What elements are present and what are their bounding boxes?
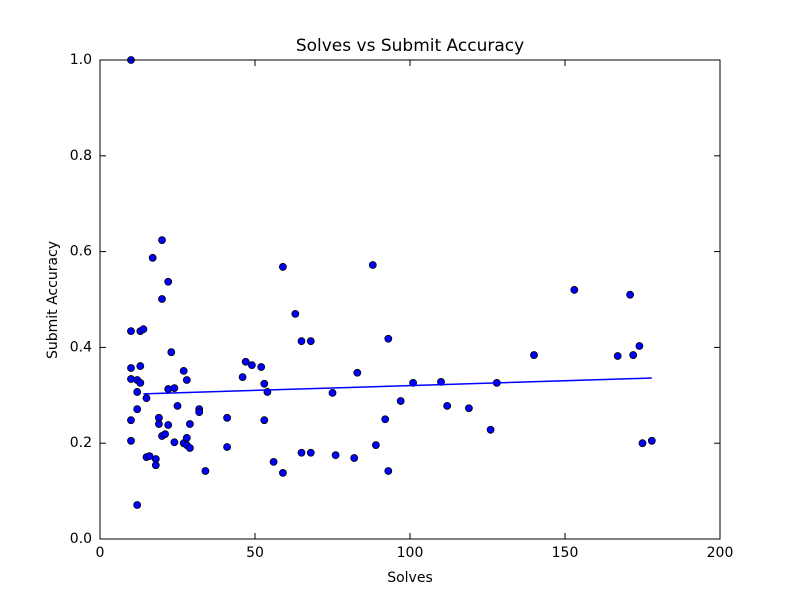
point [161,430,170,438]
point [371,441,380,450]
x-tick-label: 0 [96,545,105,561]
x-tick-label: 100 [397,545,424,561]
point [142,394,151,403]
point [167,348,176,357]
point [238,373,247,381]
y-tick-label: 0.4 [70,339,92,355]
x-tick-label: 150 [552,545,579,561]
point [148,253,157,262]
point [409,378,418,387]
point [179,366,188,375]
point [247,361,256,370]
point [437,377,445,386]
point [151,461,160,470]
point [613,352,622,360]
point [139,325,148,334]
point [269,457,278,466]
y-tick-label: 0.2 [70,435,92,451]
point [127,416,135,425]
point [154,420,163,428]
x-tick-label: 200 [707,545,734,561]
point [170,438,179,447]
point [368,261,377,269]
point [223,413,232,422]
point [182,434,191,442]
point [127,364,135,372]
x-tick-label: 50 [246,545,264,561]
point [638,439,647,448]
point [133,405,142,414]
point [145,452,154,461]
point [133,388,142,396]
point [164,421,173,429]
point [170,384,179,393]
point [626,290,634,299]
point [278,468,287,477]
point [260,416,269,425]
point [127,436,135,445]
point [136,362,145,370]
point [241,357,250,366]
point [291,309,300,318]
point [195,408,204,416]
y-tick-label: 0.6 [70,244,92,260]
point [464,404,473,413]
point [164,277,173,286]
point [158,295,166,303]
point [182,376,191,384]
point [381,415,390,424]
point [396,397,405,405]
point [306,337,315,346]
point [486,425,495,434]
point [278,263,287,271]
y-tick-label: 0.0 [70,531,92,547]
plot-frame [99,59,721,540]
point [443,401,452,410]
point [201,467,210,475]
point [136,378,145,387]
y-tick-label: 1.0 [70,52,92,68]
point [530,351,538,359]
point [297,337,306,346]
point [635,342,644,350]
point [328,389,337,397]
chart-title: Solves vs Submit Accuracy [296,36,524,56]
point [173,401,182,410]
point [384,334,393,343]
point [331,451,340,460]
point [384,467,393,475]
point [223,443,232,451]
point [133,501,142,509]
point [647,436,656,445]
point [158,236,166,245]
x-axis-label: Solves [387,570,433,586]
point [185,444,194,452]
point [306,448,315,457]
point [127,327,135,336]
point [185,420,194,428]
point [297,448,306,457]
point [629,351,638,359]
y-tick-label: 0.8 [70,148,92,164]
y-axis-label: Submit Accuracy [45,241,61,359]
point [350,454,359,462]
trend-line [143,377,652,395]
point [260,379,269,388]
point [570,286,579,294]
point [353,368,362,377]
point [257,363,266,371]
